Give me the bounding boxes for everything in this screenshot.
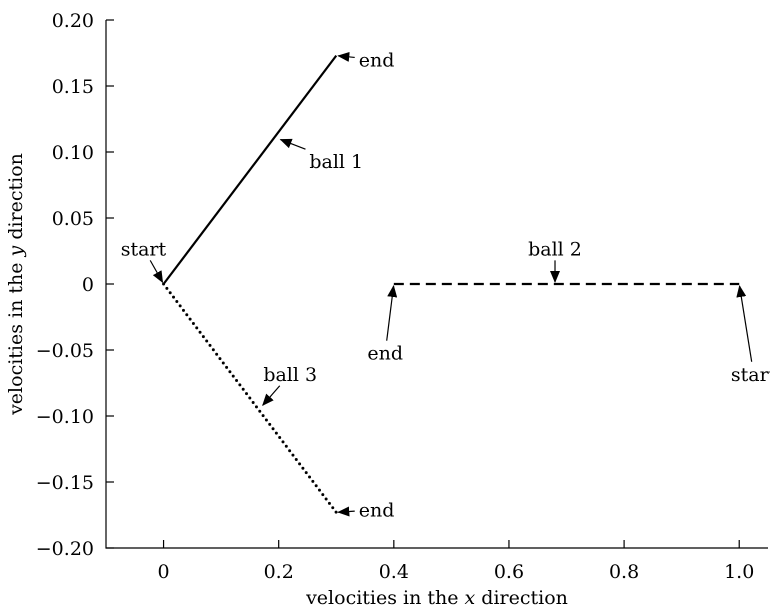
- annotation-arrow: [337, 51, 355, 62]
- series-line-3: [162, 282, 338, 514]
- x-tick-label: 1.0: [724, 561, 754, 583]
- annotation-label: start: [121, 238, 167, 260]
- x-axis-title-post: direction: [475, 587, 568, 609]
- annotation-label: ball 1: [309, 151, 363, 173]
- series-line-1: [162, 54, 338, 285]
- annotation-label: ball 3: [263, 364, 317, 386]
- annotations: end ball 1 start ball 2 end start ball 3 end: [121, 50, 770, 522]
- y-tick-label: 0.15: [52, 76, 94, 98]
- annotation-arrow: [279, 138, 306, 150]
- y-tick-label: −0.05: [36, 340, 94, 362]
- x-axis-title-pre: velocities in the: [305, 587, 464, 609]
- annotation-arrow: [386, 284, 398, 341]
- y-tick-label: 0.10: [52, 142, 94, 164]
- annotation-arrow: [736, 284, 753, 362]
- y-axis-title-post: direction: [5, 153, 27, 246]
- y-axis-title: velocities in the y direction: [5, 153, 27, 416]
- y-axis-title-var: y: [5, 245, 27, 257]
- y-tick-label: −0.10: [36, 406, 94, 428]
- annotation-arrow: [262, 385, 281, 407]
- x-tick-label: 0: [158, 561, 170, 583]
- x-tick-label: 0.6: [494, 561, 524, 583]
- annotation-arrow: [337, 506, 355, 517]
- x-axis-title-var: x: [465, 587, 476, 609]
- annotation-label: end: [367, 343, 403, 365]
- y-tick-label: 0.20: [52, 10, 94, 32]
- plot-series: [162, 54, 740, 514]
- annotation-label: end: [359, 50, 395, 72]
- x-axis-title: velocities in the x direction: [305, 587, 568, 609]
- y-tick-label: −0.20: [36, 538, 94, 560]
- x-tick-label: 0.8: [609, 561, 639, 583]
- x-tick-label: 0.2: [264, 561, 294, 583]
- annotation-label: ball 2: [528, 238, 582, 260]
- axes: 0.20 0.15 0.10 0.05 0 −0.05 −0.10 −0.15 −0.20 0 0.…: [36, 10, 768, 583]
- y-tick-label: −0.15: [36, 472, 94, 494]
- y-tick-label: 0.05: [52, 208, 94, 230]
- annotation-arrow: [149, 260, 164, 284]
- y-axis-title-pre: velocities in the: [5, 256, 27, 415]
- annotation-label: end: [359, 500, 395, 522]
- annotation-label: start: [731, 364, 770, 386]
- y-tick-label: 0: [82, 274, 94, 296]
- x-tick-label: 0.4: [379, 561, 409, 583]
